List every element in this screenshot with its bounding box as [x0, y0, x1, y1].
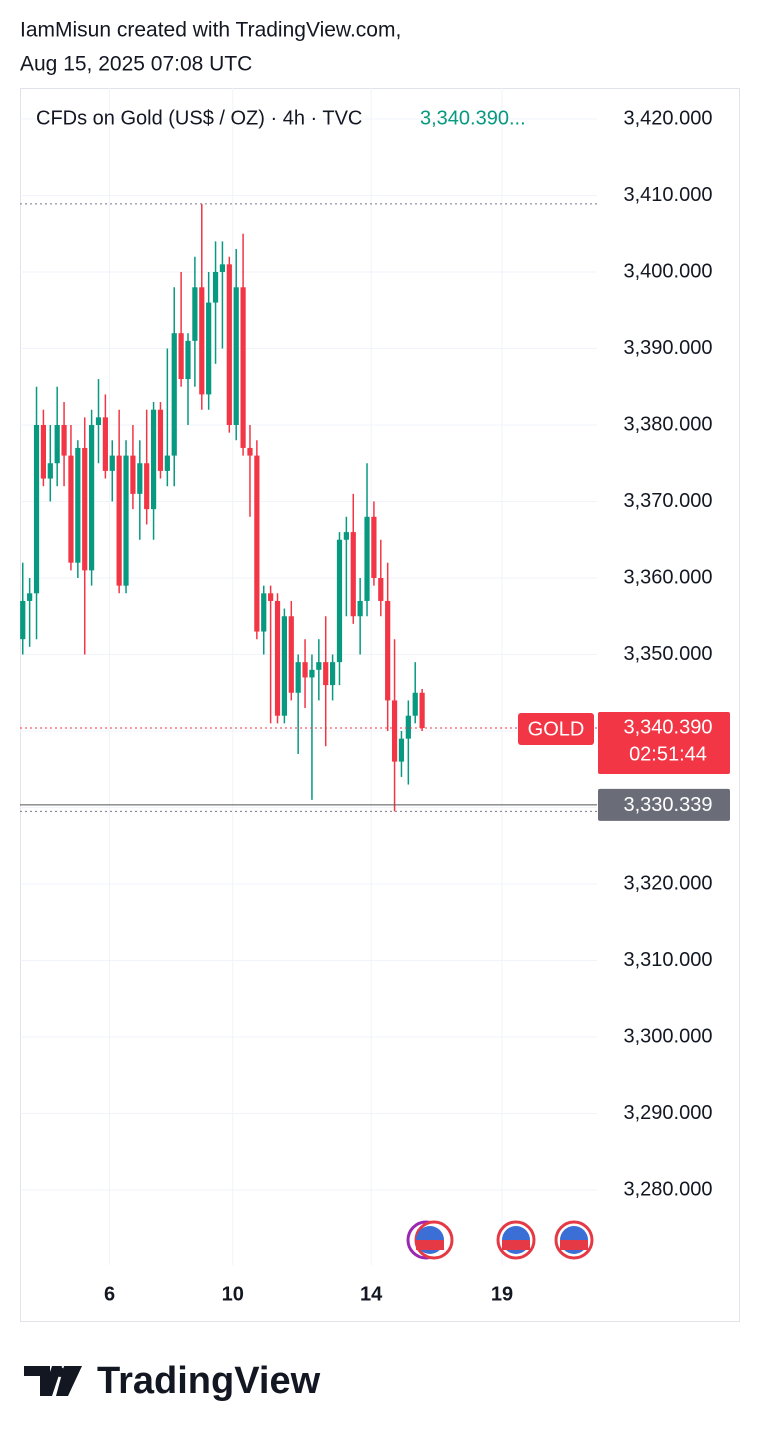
y-tick-label: 3,410.000 [624, 184, 713, 206]
candle-body [20, 600, 26, 640]
candle-body [247, 447, 253, 456]
y-tick-label: 3,360.000 [624, 566, 713, 588]
countdown-label: 02:51:44 [629, 743, 707, 765]
candle-body [206, 302, 212, 395]
y-tick-label: 3,300.000 [624, 1025, 713, 1047]
brand: TradingView [97, 1360, 321, 1402]
author-line: IamMisun created with TradingView.com, [20, 19, 401, 42]
candle-body [281, 616, 288, 716]
ref-price-label: 3,330.339 [624, 794, 713, 816]
candle-body [82, 447, 88, 571]
candle-body [95, 417, 102, 425]
symbol-badge [518, 713, 594, 746]
candle-body [254, 455, 260, 632]
candle-body [144, 463, 150, 510]
symbol-label: GOLD [528, 718, 585, 740]
candle-body [150, 409, 157, 510]
x-tick-label: 10 [222, 1283, 244, 1305]
candle-body [219, 264, 226, 272]
candle-body [212, 271, 219, 303]
candle-body [226, 264, 232, 425]
candle-body [336, 539, 343, 663]
candle-body [68, 455, 74, 563]
candle-body [261, 593, 267, 632]
chart-frame [20, 88, 740, 1322]
candle-body [171, 333, 177, 456]
candle-body [295, 662, 301, 693]
last-price-label: 3,340.390 [624, 716, 713, 738]
legend-price: 3,340.390... [420, 107, 526, 129]
candle-body [109, 455, 115, 471]
legend-title: CFDs on Gold (US$ / OZ) · 4h · TVC [36, 107, 362, 129]
candle-body [233, 287, 239, 425]
candle-body [378, 578, 384, 601]
x-tick-label: 19 [491, 1283, 513, 1305]
candle-body [371, 516, 377, 579]
candle-body [89, 424, 95, 571]
y-tick-label: 3,400.000 [624, 260, 713, 282]
x-tick-label: 6 [104, 1283, 115, 1305]
candle-body [364, 516, 370, 601]
candle-body [164, 455, 170, 471]
candle-body [199, 287, 205, 395]
candle-body [343, 532, 349, 540]
date-line: Aug 15, 2025 07:08 UTC [20, 53, 252, 76]
y-tick-label: 3,370.000 [624, 490, 713, 512]
candle-body [288, 616, 294, 693]
candle-body [185, 340, 191, 380]
y-tick-label: 3,350.000 [624, 643, 713, 665]
candle-body [357, 600, 363, 617]
candle-body [116, 455, 122, 586]
y-tick-label: 3,290.000 [624, 1102, 713, 1124]
candle-body [192, 287, 198, 341]
candle-body [419, 692, 425, 729]
candle-body [391, 700, 398, 762]
y-tick-label: 3,380.000 [624, 413, 713, 435]
candle-body [405, 715, 411, 739]
logo [24, 1366, 82, 1396]
candle-body [240, 287, 246, 448]
y-tick-label: 3,280.000 [624, 1178, 713, 1200]
candle-body [40, 424, 47, 479]
x-tick-label: 14 [360, 1283, 383, 1305]
candle-body [329, 662, 336, 686]
candle-body [123, 455, 129, 586]
y-tick-label: 3,420.000 [624, 107, 713, 129]
candle-body [54, 424, 60, 464]
candle-body [27, 593, 33, 601]
candle-body [316, 662, 322, 670]
candle-body [102, 417, 108, 471]
candle-body [33, 424, 40, 594]
candle-body [61, 424, 67, 456]
y-tick-label: 3,390.000 [624, 337, 713, 359]
candle-body [47, 463, 53, 479]
candle-body [323, 662, 329, 686]
last-price-badge [598, 712, 730, 775]
candle-body [75, 447, 81, 563]
y-tick-label: 3,310.000 [624, 949, 713, 971]
candle-body [412, 692, 418, 716]
candle-body [309, 669, 315, 678]
candle-body [398, 738, 405, 762]
y-tick-label: 3,320.000 [624, 872, 713, 894]
ref-price-badge [598, 788, 730, 821]
candle-body [302, 662, 308, 678]
event-icons [406, 1220, 594, 1260]
candle-body [130, 455, 136, 494]
candle-body [137, 463, 143, 494]
candle-body [157, 409, 164, 471]
candle-body [178, 333, 184, 380]
candle-body [274, 600, 281, 716]
candle-body [268, 593, 274, 601]
candle-body [385, 600, 391, 701]
candle-body [350, 532, 356, 617]
